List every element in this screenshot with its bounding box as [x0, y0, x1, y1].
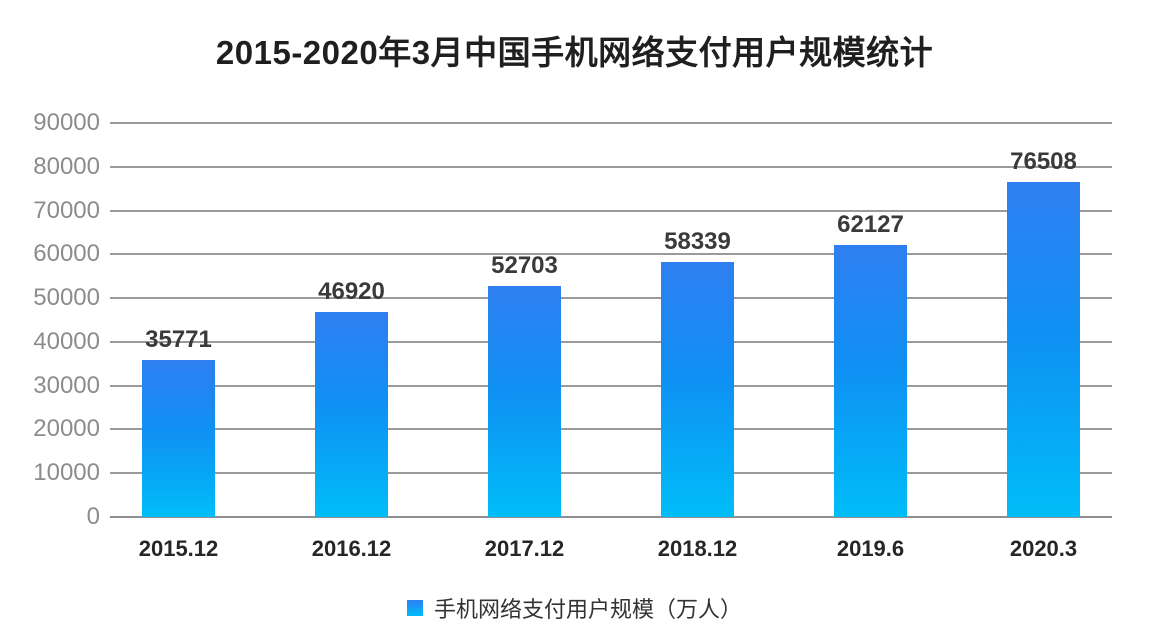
bar-value-label: 62127	[837, 211, 904, 238]
chart-title: 2015-2020年3月中国手机网络支付用户规模统计	[215, 34, 934, 71]
y-axis-tick-label: 40000	[33, 327, 100, 355]
y-axis-tick-label: 0	[86, 503, 100, 530]
bar-value-label: 35771	[145, 326, 212, 353]
gridline	[110, 384, 1112, 387]
bar	[834, 245, 907, 517]
legend-marker-icon	[406, 600, 423, 616]
y-axis-tick-label: 70000	[33, 196, 100, 224]
bar-value-label: 76508	[1010, 148, 1077, 175]
gridline	[110, 340, 1112, 343]
y-axis-tick-label: 30000	[33, 371, 100, 399]
legend-label: 手机网络支付用户规模（万人）	[433, 597, 742, 622]
y-axis-tick-label: 50000	[33, 284, 100, 312]
x-axis-tick-label: 2018.12	[657, 536, 738, 561]
bar-value-label: 46920	[318, 278, 385, 305]
bar-value-label: 58339	[664, 228, 731, 255]
x-axis-tick-label: 2016.12	[311, 536, 392, 561]
gridline	[110, 297, 1112, 300]
bar	[1007, 182, 1080, 517]
bar-value-label: 52703	[491, 252, 558, 279]
x-axis-tick-label: 2019.6	[836, 536, 905, 561]
bar	[315, 312, 388, 517]
x-axis-tick-label: 2020.3	[1009, 536, 1078, 561]
bar	[142, 360, 215, 517]
gridline	[110, 253, 1112, 256]
bar	[488, 286, 561, 517]
gridline	[110, 209, 1112, 212]
x-axis-tick-label: 2015.12	[138, 536, 219, 561]
gridline	[110, 122, 1112, 124]
y-axis-tick-label: 90000	[33, 109, 100, 136]
y-axis-tick-label: 60000	[33, 240, 100, 268]
y-axis-tick-label: 20000	[33, 415, 100, 443]
bar	[661, 262, 734, 517]
gridline	[110, 428, 1112, 431]
y-axis-tick-label: 10000	[33, 459, 100, 487]
gridline	[110, 165, 1112, 168]
legend: 手机网络支付用户规模（万人）	[0, 592, 1149, 624]
y-axis-tick-label: 80000	[33, 152, 100, 180]
x-axis-tick-label: 2017.12	[484, 536, 565, 561]
gridline	[110, 472, 1112, 475]
x-axis-line	[110, 516, 1112, 518]
